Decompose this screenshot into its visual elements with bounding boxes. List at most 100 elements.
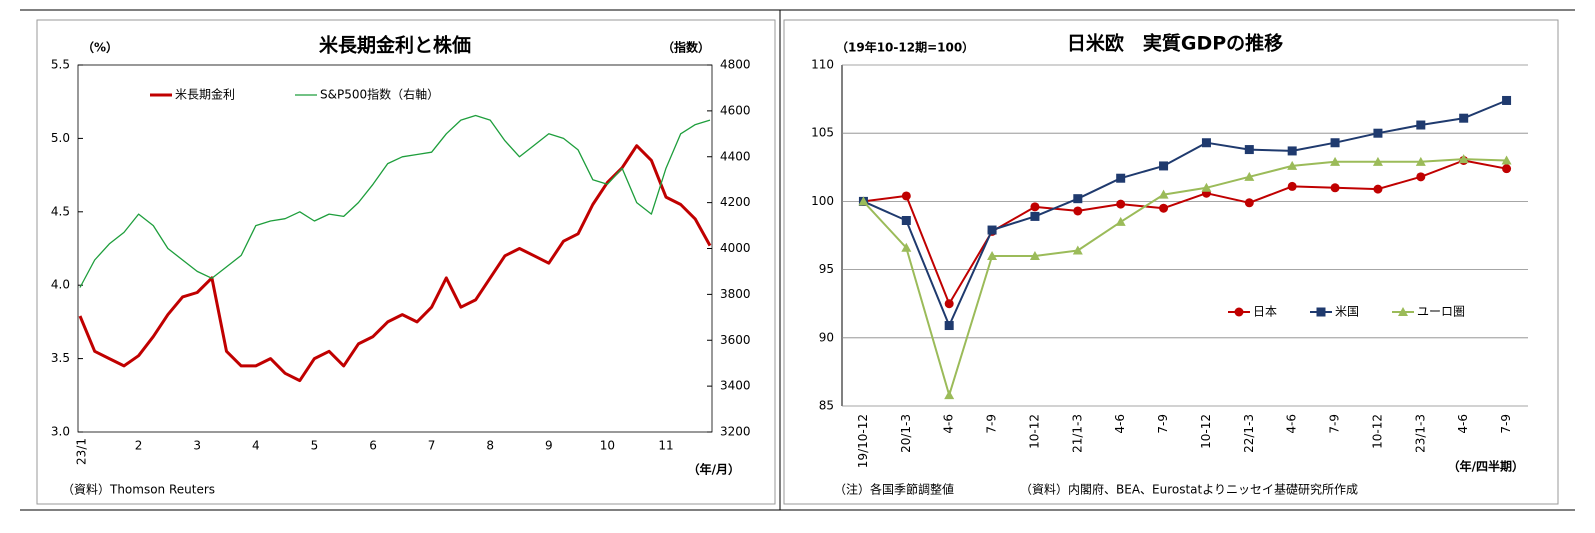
- marker: [944, 321, 954, 331]
- marker: [1244, 145, 1254, 155]
- legend-label: ユーロ圏: [1417, 305, 1465, 319]
- y-axis-unit: （19年10-12期=100）: [836, 40, 974, 55]
- x-tick-label: 3: [193, 439, 201, 453]
- y2-axis-unit: （指数）: [662, 40, 710, 55]
- x-tick-label: 23/1-3: [1413, 414, 1427, 453]
- marker: [1416, 172, 1426, 182]
- x-tick-label: 10-12: [1027, 414, 1041, 449]
- source: （資料）内閣府、BEA、Eurostatよりニッセイ基礎研究所作成: [1020, 482, 1358, 497]
- marker: [1234, 307, 1244, 317]
- marker: [1501, 155, 1512, 165]
- marker: [1158, 189, 1169, 199]
- x-tick-label: 22/1-3: [1242, 414, 1256, 453]
- y-tick-label: 3.5: [51, 351, 70, 365]
- series-line: [862, 158, 1507, 397]
- marker: [1287, 181, 1297, 191]
- x-axis-unit: （年/四半期）: [1448, 459, 1524, 474]
- marker: [901, 242, 912, 252]
- legend-label: 米長期金利: [175, 87, 235, 102]
- y-tick-label: 85: [819, 399, 834, 413]
- y-tick-label: 3.0: [51, 425, 70, 439]
- marker: [944, 390, 955, 400]
- y2-tick-label: 4800: [720, 58, 751, 72]
- marker: [1072, 245, 1083, 255]
- x-tick-label: 19/10-12: [856, 414, 870, 468]
- y-tick-label: 110: [811, 58, 834, 72]
- y2-tick-label: 4400: [720, 149, 751, 163]
- y-tick-label: 105: [811, 126, 834, 140]
- marker: [1201, 182, 1212, 192]
- marker: [1415, 156, 1426, 166]
- marker: [1373, 184, 1383, 194]
- marker: [1330, 183, 1340, 193]
- panel: [783, 19, 1559, 505]
- marker: [1073, 194, 1083, 204]
- x-tick-label: 8: [486, 439, 494, 453]
- series-line: [78, 144, 712, 383]
- y-tick-label: 5.0: [51, 131, 70, 145]
- x-tick-label: 20/1-3: [899, 414, 913, 453]
- marker: [1330, 138, 1340, 148]
- panel: [36, 19, 776, 505]
- series-line: [79, 114, 711, 288]
- marker: [1030, 211, 1040, 221]
- series-line: [862, 99, 1507, 327]
- y-tick-label: 5.5: [51, 58, 70, 72]
- x-tick-label: 6: [369, 439, 377, 453]
- x-tick-label: 7-9: [1156, 414, 1170, 434]
- marker: [1116, 199, 1126, 209]
- y2-tick-label: 3600: [720, 333, 751, 347]
- y-tick-label: 95: [819, 262, 834, 276]
- chart-title: 米長期金利と株価: [319, 34, 471, 57]
- y2-tick-label: 4000: [720, 241, 751, 255]
- y2-tick-label: 3800: [720, 287, 751, 301]
- y-tick-label: 4.0: [51, 278, 70, 292]
- chart-title: 日米欧 実質GDPの推移: [1067, 32, 1283, 55]
- marker: [858, 196, 869, 206]
- marker: [987, 225, 997, 235]
- marker: [1116, 173, 1126, 183]
- legend-label: S&P500指数（右軸）: [320, 87, 439, 102]
- marker: [1159, 203, 1169, 213]
- x-tick-label: 23/1: [75, 438, 89, 465]
- y-tick-label: 4.5: [51, 204, 70, 218]
- marker: [1159, 161, 1169, 171]
- x-tick-label: 10: [600, 439, 615, 453]
- x-tick-label: 7-9: [1499, 414, 1513, 434]
- x-tick-label: 10-12: [1199, 414, 1213, 449]
- series-line: [863, 159, 1507, 305]
- plot-area: [77, 64, 713, 433]
- y-tick-label: 90: [819, 330, 834, 344]
- x-tick-label: 9: [545, 439, 553, 453]
- x-tick-label: 10-12: [1370, 414, 1384, 449]
- marker: [1372, 156, 1383, 166]
- marker: [1201, 138, 1211, 148]
- marker: [1030, 202, 1040, 212]
- y2-tick-label: 4200: [720, 195, 751, 209]
- legend-label: 日本: [1253, 305, 1277, 319]
- source: （資料）Thomson Reuters: [62, 483, 215, 497]
- marker: [1502, 164, 1512, 174]
- y2-tick-label: 4600: [720, 103, 751, 117]
- marker: [987, 250, 998, 260]
- x-tick-label: 4-6: [942, 414, 956, 434]
- marker: [1115, 216, 1126, 226]
- marker: [1373, 128, 1383, 138]
- marker: [944, 299, 954, 309]
- y-tick-label: 100: [811, 194, 834, 208]
- marker: [1458, 154, 1469, 164]
- marker: [1029, 250, 1040, 260]
- marker: [1287, 146, 1297, 156]
- marker: [1244, 171, 1255, 181]
- x-tick-label: 7: [428, 439, 436, 453]
- y-axis-unit: （%）: [82, 40, 118, 55]
- marker: [1316, 307, 1326, 317]
- x-tick-label: 4: [252, 439, 260, 453]
- note: （注）各国季節調整値: [834, 482, 954, 497]
- x-tick-label: 11: [658, 439, 673, 453]
- y2-tick-label: 3200: [720, 425, 751, 439]
- x-tick-label: 2: [135, 439, 143, 453]
- marker: [1398, 307, 1408, 316]
- legend-label: 米国: [1335, 305, 1359, 319]
